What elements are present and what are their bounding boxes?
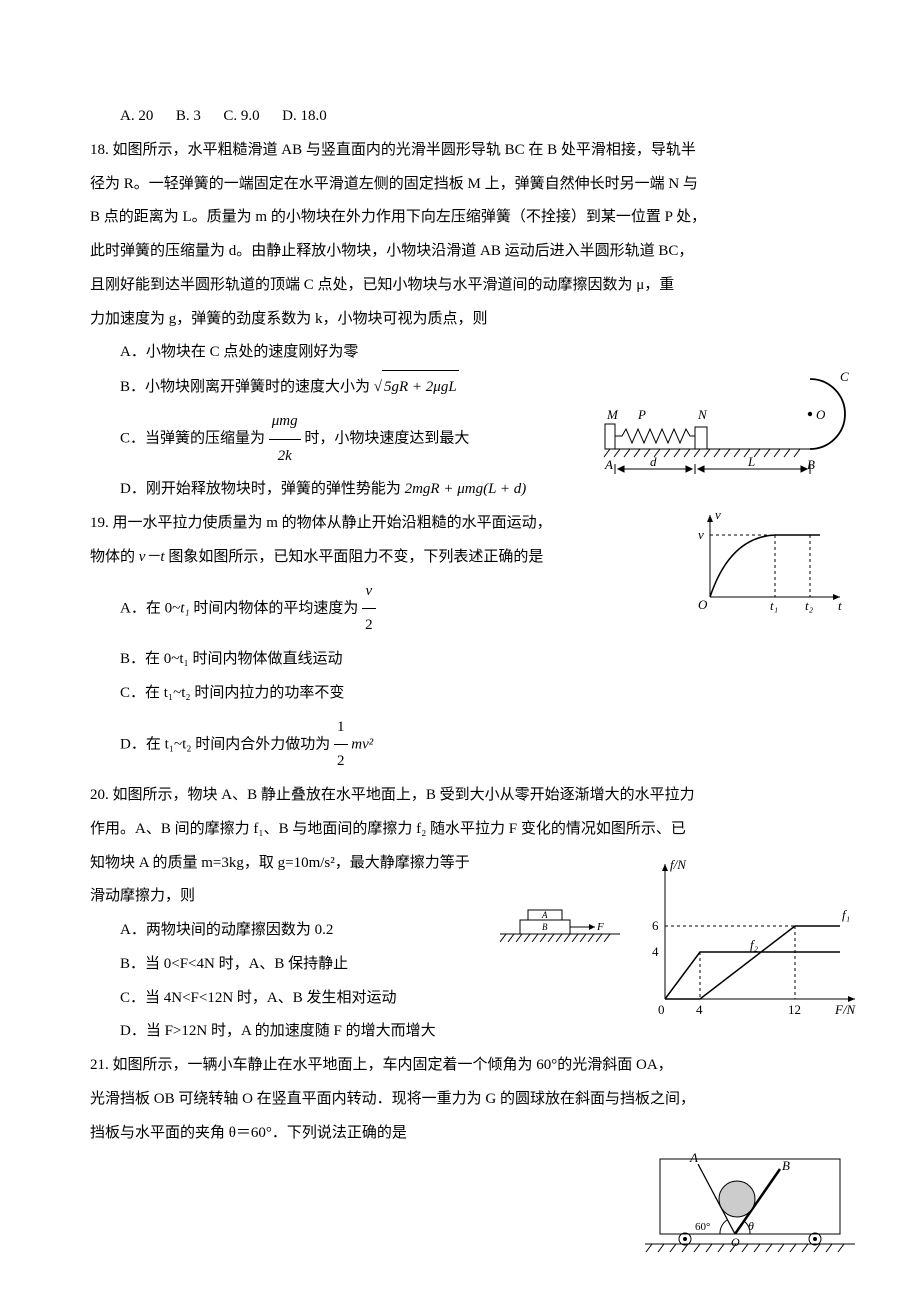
- q19-p2b: v－t: [139, 549, 165, 565]
- q21-p1: 如图所示，一辆小车静止在水平地面上，车内固定着一个倾角为 60°的光滑斜面 OA…: [109, 1057, 673, 1073]
- q18-opt-c-post: 时，小物块速度达到最大: [304, 430, 469, 446]
- q18-p3: B 点的距离为 L。质量为 m 的小物块在外力作用下向左压缩弹簧（不拴接）到某一…: [90, 201, 830, 235]
- q19-optd-num: 1: [334, 711, 348, 745]
- lbl-blockA: A: [541, 910, 548, 920]
- q17-opt-b: B. 3: [176, 108, 201, 124]
- lbl-blockB: B: [542, 922, 548, 932]
- q19-p1: 用一水平拉力使质量为 m 的物体从静止开始沿粗糙的水平面运动，: [109, 515, 552, 531]
- q21-figure: A B 60° θ O: [640, 1144, 860, 1264]
- q19-optd-post: mv²: [351, 736, 373, 752]
- lbl-L: L: [747, 454, 755, 469]
- fraction: 1 2: [334, 711, 348, 780]
- q18-num: 18.: [90, 142, 109, 158]
- q19-optd-den: 2: [334, 744, 348, 779]
- q18-opt-c-pre: C．当弹簧的压缩量为: [120, 430, 269, 446]
- lbl-C: C: [840, 369, 849, 384]
- q18-figure: M P N O C A B d: [600, 369, 870, 499]
- q19-opta-num: v: [362, 575, 376, 609]
- lbl-M: M: [606, 407, 619, 422]
- exam-page: A. 20 B. 3 C. 9.0 D. 18.0 18. 如图所示，水平粗糙滑…: [0, 0, 920, 1302]
- lbl-v: v: [698, 527, 704, 542]
- lbl-F-axis: F/N: [834, 1002, 857, 1017]
- lbl-P: P: [637, 407, 646, 422]
- lbl-x12: 12: [788, 1002, 801, 1017]
- lbl-A: A: [689, 1150, 698, 1165]
- q20-figure-graph: f/N F/N 6 4 4 12 0 f₁ f₂: [630, 854, 870, 1024]
- q19-svg: v v O t₁ t₂ t: [690, 507, 850, 617]
- q19-text: 19. 用一水平拉力使质量为 m 的物体从静止开始沿粗糙的水平面运动， 物体的 …: [90, 507, 830, 779]
- q19-p2c: 图象如图所示，已知水平面阻力不变，下列表述正确的是: [165, 549, 544, 565]
- q18-opt-b-pre: B．小物块刚离开弹簧时的速度大小为: [120, 379, 374, 395]
- lbl-f2: f₂: [750, 937, 759, 952]
- lbl-f-axis: f/N: [670, 857, 687, 872]
- lbl-force: F: [596, 921, 604, 933]
- q19-p2a: 物体的: [90, 549, 139, 565]
- q17-opt-d: D. 18.0: [282, 108, 327, 124]
- q19-num: 19.: [90, 515, 109, 531]
- q18-opt-d-pre: D．刚开始释放物块时，弹簧的弹性势能为: [120, 481, 405, 497]
- q20-num: 20.: [90, 787, 109, 803]
- q19-figure: v v O t₁ t₂ t: [690, 507, 850, 617]
- q19-opta-t1: t₁: [180, 600, 189, 616]
- q18-p5: 且刚好能到达半圆形轨道的顶端 C 点处，已知小物块与水平滑道间的动摩擦因数为 μ…: [90, 269, 830, 303]
- q18-p1: 如图所示，水平粗糙滑道 AB 与竖直面内的光滑半圆形导轨 BC 在 B 处平滑相…: [109, 142, 696, 158]
- lbl-B: B: [807, 457, 815, 472]
- lbl-f1: f₁: [842, 907, 850, 922]
- fraction: v 2: [362, 575, 376, 644]
- lbl-t2: t₂: [805, 598, 814, 613]
- q18-optb-expr: 5gR + 2μgL: [382, 370, 459, 405]
- q21-svg: A B 60° θ O: [640, 1144, 860, 1264]
- q19-opt-d: D．在 t₁~t₂ 时间内合外力做功为 1 2 mv²: [90, 711, 830, 780]
- q18-optc-den: 2k: [269, 439, 301, 474]
- q20-p2: 作用。A、B 间的摩擦力 f₁、B 与地面间的摩擦力 f₂ 随水平拉力 F 变化…: [90, 813, 830, 847]
- lbl-O: O: [698, 597, 708, 612]
- q18-p2: 径为 R。一轻弹簧的一端固定在水平滑道左侧的固定挡板 M 上，弹簧自然伸长时另一…: [90, 168, 830, 202]
- lbl-y4: 4: [652, 944, 659, 959]
- q19-opt-b: B．在 0~t₁ 时间内物体做直线运动: [90, 643, 830, 677]
- lbl-B: B: [782, 1158, 790, 1173]
- q21-text: 21. 如图所示，一辆小车静止在水平地面上，车内固定着一个倾角为 60°的光滑斜…: [90, 1049, 830, 1150]
- lbl-O: O: [816, 407, 826, 422]
- lbl-t-axis: t: [838, 598, 842, 613]
- lbl-x4: 4: [696, 1002, 703, 1017]
- q18-svg: M P N O C A B d: [600, 369, 870, 499]
- q20-graph-svg: f/N F/N 6 4 4 12 0 f₁ f₂: [630, 854, 870, 1024]
- fraction: μmg 2k: [269, 405, 301, 474]
- q19-opt-c: C．在 t₁~t₂ 时间内拉力的功率不变: [90, 677, 830, 711]
- q21-num: 21.: [90, 1057, 109, 1073]
- lbl-O: 0: [658, 1002, 665, 1017]
- lbl-y6: 6: [652, 918, 659, 933]
- q19-opta-den: 2: [362, 608, 376, 643]
- q20-figure-blocks: A B F: [500, 894, 630, 949]
- q17-opt-c: C. 9.0: [223, 108, 259, 124]
- q18-opt-a: A．小物块在 C 点处的速度刚好为零: [90, 336, 830, 370]
- q17-opt-a: A. 20: [120, 108, 153, 124]
- lbl-d: d: [650, 454, 657, 469]
- q17-options: A. 20 B. 3 C. 9.0 D. 18.0: [90, 100, 830, 134]
- lbl-theta: θ: [748, 1219, 754, 1233]
- q20-blocks-svg: A B F: [500, 894, 630, 949]
- lbl-60: 60°: [695, 1221, 710, 1233]
- lbl-t1: t₁: [770, 598, 778, 613]
- q18-p4: 此时弹簧的压缩量为 d。由静止释放小物块，小物块沿滑道 AB 运动后进入半圆形轨…: [90, 235, 830, 269]
- sqrt-icon: √5gR + 2μgL: [374, 370, 459, 405]
- q19-opta-pre: A．在 0~: [120, 600, 180, 616]
- lbl-O21: O: [731, 1235, 740, 1249]
- q20-text: 20. 如图所示，物块 A、B 静止叠放在水平地面上，B 受到大小从零开始逐渐增…: [90, 779, 830, 1049]
- lbl-A: A: [604, 457, 613, 472]
- lbl-N: N: [697, 407, 708, 422]
- q18-p6: 力加速度为 g，弹簧的劲度系数为 k，小物块可视为质点，则: [90, 303, 830, 337]
- q18-optd-expr: 2mgR + μmg(L + d): [405, 481, 527, 497]
- q19-optd-pre: D．在 t₁~t₂ 时间内合外力做功为: [120, 736, 334, 752]
- q21-p2: 光滑挡板 OB 可绕转轴 O 在竖直平面内转动．现将一重力为 G 的圆球放在斜面…: [90, 1083, 830, 1117]
- q18-optc-num: μmg: [269, 405, 301, 439]
- q20-p1: 如图所示，物块 A、B 静止叠放在水平地面上，B 受到大小从零开始逐渐增大的水平…: [109, 787, 695, 803]
- q18-text: 18. 如图所示，水平粗糙滑道 AB 与竖直面内的光滑半圆形导轨 BC 在 B …: [90, 134, 830, 507]
- q19-opta-mid: 时间内物体的平均速度为: [190, 600, 363, 616]
- lbl-v-axis: v: [715, 507, 721, 522]
